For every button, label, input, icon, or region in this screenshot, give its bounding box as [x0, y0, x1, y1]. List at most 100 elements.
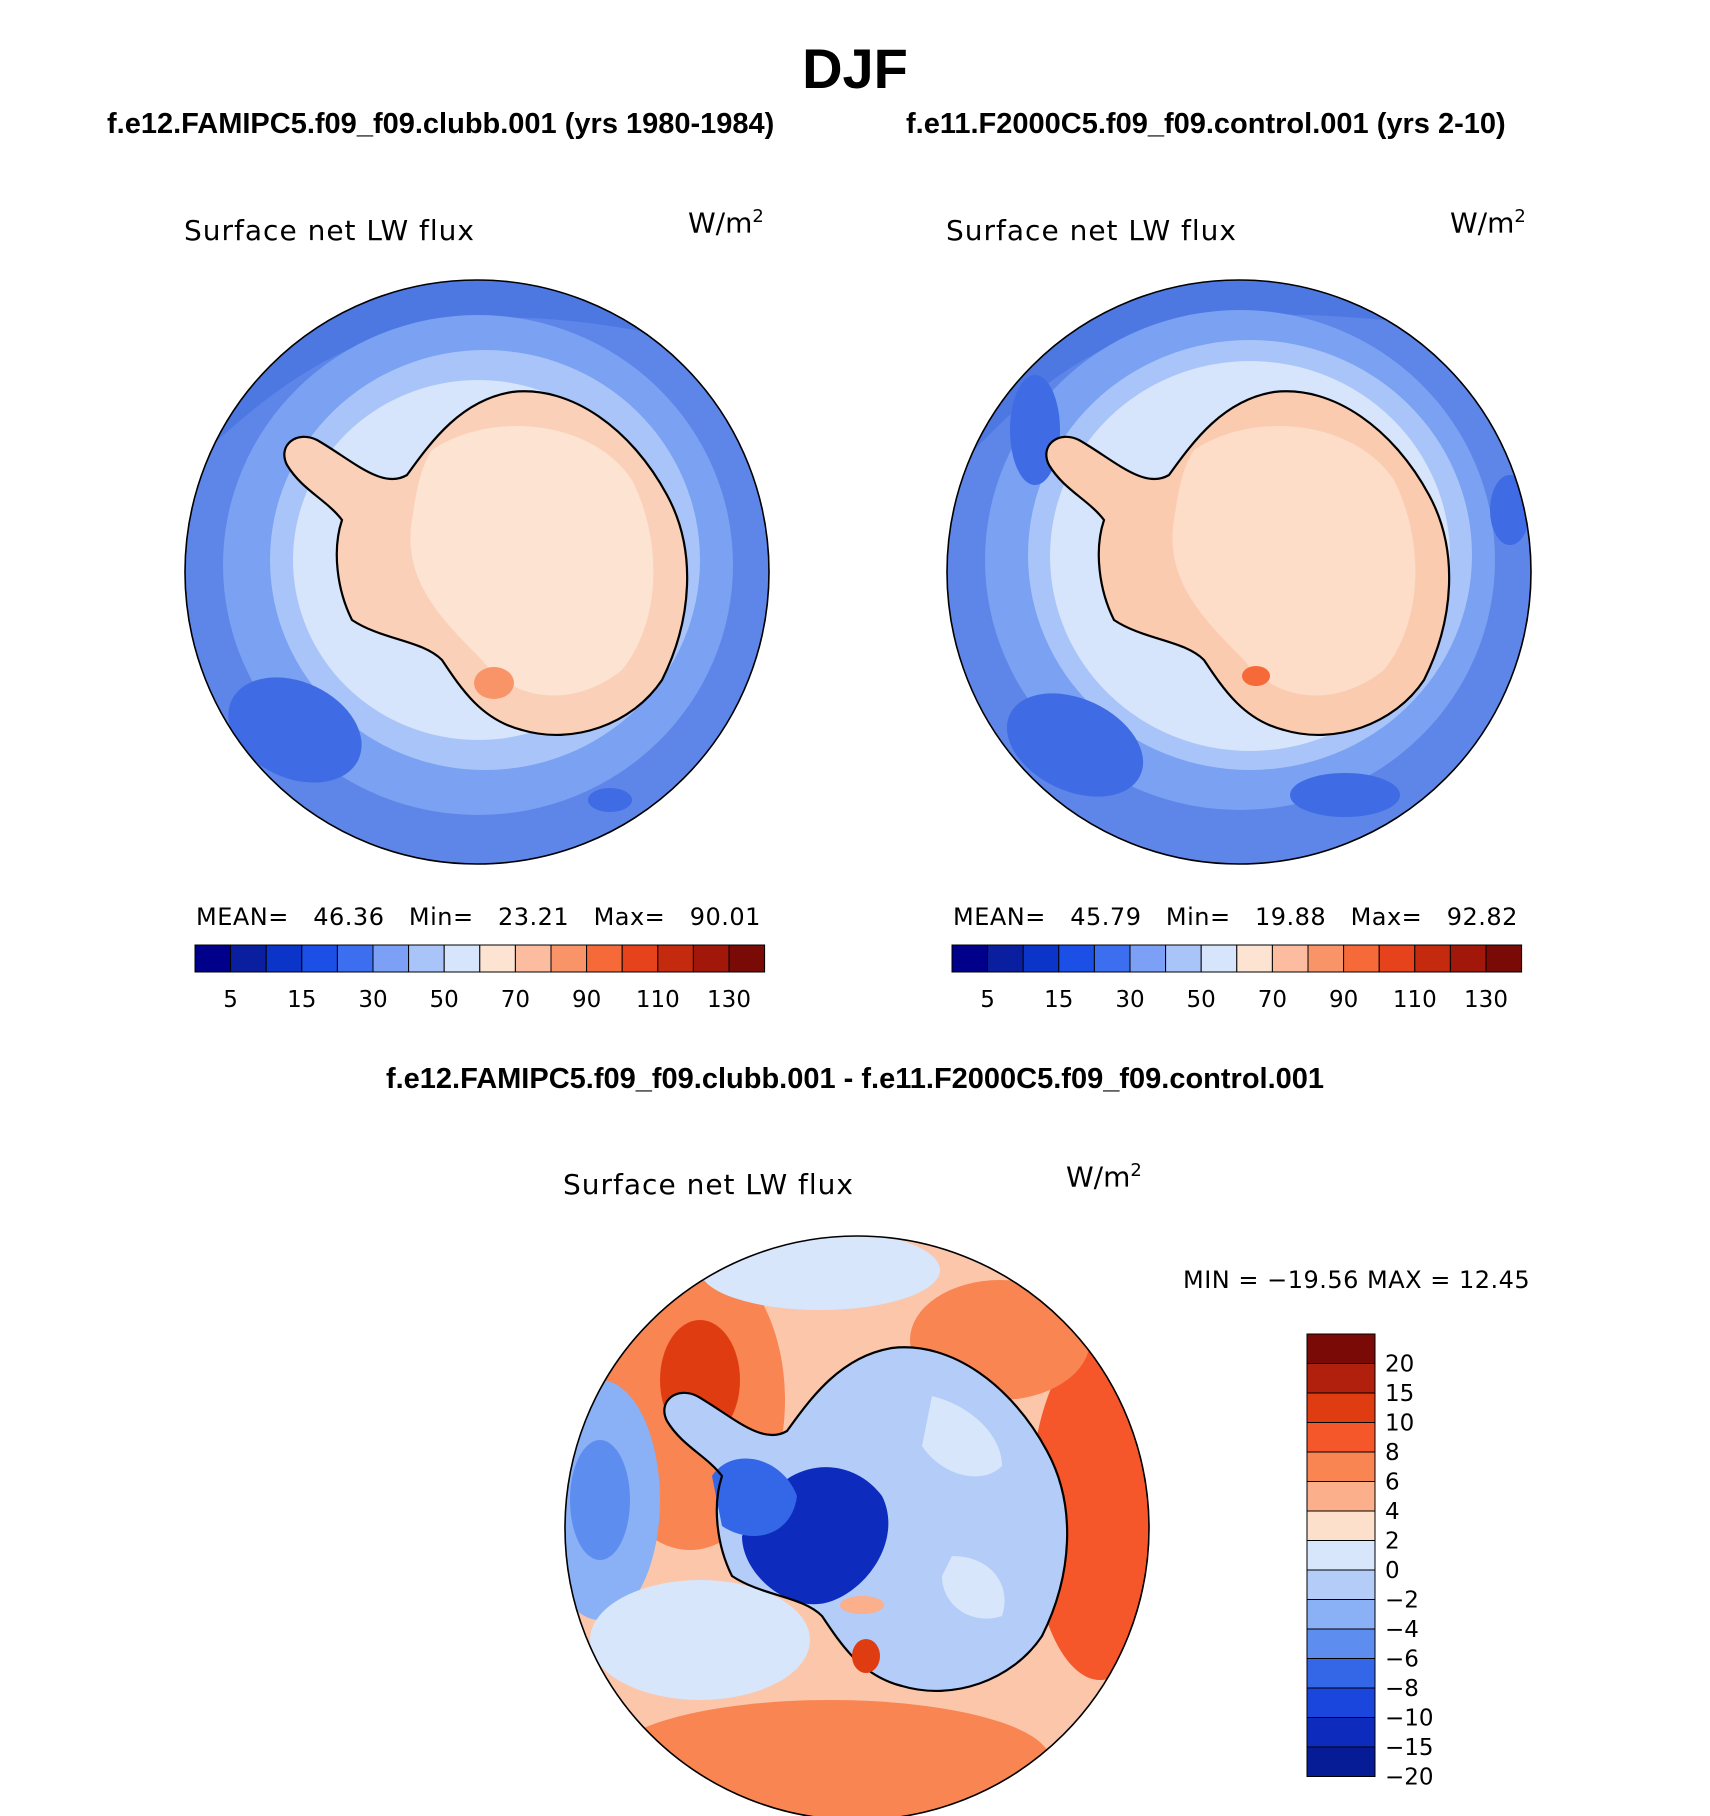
panel1-colorbar-swatch [194, 944, 232, 973]
panel2-colorbar-tick-label: 70 [1258, 987, 1287, 1013]
panel2-colorbar-swatch [1236, 944, 1273, 973]
panel2-colorbar-swatch [1093, 944, 1131, 973]
panel1-colorbar-swatch [265, 944, 303, 973]
panel2-colorbar-swatch [1058, 944, 1095, 973]
main-title: DJF [802, 37, 908, 100]
panel2-map-border [946, 279, 1532, 865]
difference-colorbar-tick-label: 4 [1385, 1499, 1400, 1525]
panel2-colorbar-tick-label: 110 [1393, 987, 1437, 1013]
panel2-units: W/m2 [1450, 206, 1526, 240]
difference-colorbar-swatch [1306, 1363, 1376, 1394]
panel2-colorbar-swatch [951, 944, 989, 973]
difference-colorbar-swatch [1306, 1540, 1376, 1571]
panel2-stats: MEAN= 45.79 Min= 19.88 Max= 92.82 [953, 903, 1518, 931]
panel1-colorbar-tick-label: 30 [358, 987, 387, 1013]
difference-colorbar-swatch [1306, 1510, 1376, 1541]
difference-variable-label: Surface net LW flux [563, 1168, 854, 1201]
panel2-colorbar-swatch [1129, 944, 1167, 973]
panel2-variable-label: Surface net LW flux [946, 214, 1237, 247]
panel1-colorbar-tick-label: 90 [572, 987, 601, 1013]
panel2-colorbar-tick-label: 130 [1464, 987, 1508, 1013]
difference-colorbar-swatch [1306, 1658, 1376, 1689]
panel2-colorbar-swatch [1343, 944, 1380, 973]
panel1-case-title: f.e12.FAMIPC5.f09_f09.clubb.001 (yrs 198… [107, 108, 775, 140]
panel2-colorbar-swatch [1378, 944, 1416, 973]
panel2-colorbar-swatch [1307, 944, 1345, 973]
panel2-colorbar-tick-label: 50 [1187, 987, 1216, 1013]
difference-colorbar-tick-label: −6 [1385, 1647, 1419, 1673]
difference-colorbar-tick-label: 20 [1385, 1352, 1414, 1378]
difference-colorbar-swatch [1306, 1687, 1376, 1718]
panel1-colorbar-swatch [621, 944, 659, 973]
panel1-variable-label: Surface net LW flux [184, 214, 475, 247]
panel2-colorbar-tick-label: 90 [1329, 987, 1358, 1013]
panel1-colorbar-tick-label: 110 [636, 987, 680, 1013]
difference-colorbar-tick-label: −15 [1385, 1735, 1434, 1761]
difference-map-border [564, 1235, 1150, 1816]
panel2-colorbar-tick-label: 5 [980, 987, 995, 1013]
difference-map [565, 1236, 1149, 1816]
panel2-colorbar-swatch [1165, 944, 1202, 973]
difference-colorbar-swatch [1306, 1628, 1376, 1659]
difference-colorbar-tick-label: 10 [1385, 1411, 1414, 1437]
panel1-colorbar-tick-label: 15 [287, 987, 316, 1013]
difference-colorbar-tick-label: 0 [1385, 1558, 1400, 1584]
difference-title: f.e12.FAMIPC5.f09_f09.clubb.001 - f.e11.… [385, 1063, 1325, 1095]
panel1-colorbar-tick-label: 130 [707, 987, 751, 1013]
panel1-colorbar-tick-label: 50 [430, 987, 459, 1013]
difference-colorbar-tick-label: −10 [1385, 1706, 1434, 1732]
panel1-colorbar: 5 15 30 50 70 90 110 130 [194, 944, 766, 1013]
panel1-colorbar-swatch [586, 944, 623, 973]
difference-units: W/m2 [1066, 1160, 1142, 1194]
difference-colorbar-swatch [1306, 1392, 1376, 1423]
panel1-colorbar-swatch [728, 944, 766, 973]
panel1-colorbar-swatch [301, 944, 338, 973]
panel2-case-title: f.e11.F2000C5.f09_f09.control.001 (yrs 2… [906, 108, 1506, 140]
panel1-colorbar-swatch [657, 944, 694, 973]
difference-colorbar-tick-label: 2 [1385, 1529, 1400, 1555]
panel2-colorbar-swatch [1414, 944, 1451, 973]
difference-colorbar-swatch [1306, 1333, 1376, 1364]
panel1-colorbar-swatch [408, 944, 445, 973]
difference-colorbar-tick-label: 8 [1385, 1440, 1400, 1466]
panel1-colorbar-swatch [514, 944, 552, 973]
panel2-colorbar-swatch [1271, 944, 1309, 973]
panel1-colorbar-swatch [372, 944, 410, 973]
panel1-stats: MEAN= 46.36 Min= 23.21 Max= 90.01 [196, 903, 761, 931]
panel1-colorbar-swatch [550, 944, 588, 973]
panel1-colorbar-swatch [479, 944, 516, 973]
panel2-colorbar-swatch [1485, 944, 1523, 973]
panel2-colorbar-swatch [987, 944, 1024, 973]
difference-colorbar-tick-label: −20 [1385, 1765, 1434, 1791]
panel1-colorbar-tick-label: 70 [501, 987, 530, 1013]
difference-colorbar-tick-label: −2 [1385, 1588, 1419, 1614]
difference-colorbar-swatch [1306, 1746, 1376, 1777]
difference-minmax: MIN = −19.56 MAX = 12.45 [1183, 1266, 1531, 1294]
panel1-colorbar-swatch [443, 944, 481, 973]
panel1-units: W/m2 [688, 206, 764, 240]
difference-colorbar-tick-label: −4 [1385, 1617, 1419, 1643]
panel2-colorbar-tick-label: 30 [1115, 987, 1144, 1013]
panel1-map-border [184, 279, 770, 865]
panel1-colorbar-tick-label: 5 [223, 987, 238, 1013]
panel2-colorbar-swatch [1200, 944, 1238, 973]
panel1-colorbar-swatch [336, 944, 374, 973]
difference-colorbar-swatch [1306, 1481, 1376, 1512]
difference-colorbar-tick-label: 6 [1385, 1470, 1400, 1496]
panel1-map [185, 280, 769, 864]
panel1-colorbar-swatch [692, 944, 730, 973]
difference-colorbar-swatch [1306, 1451, 1376, 1482]
panel2-map [947, 280, 1531, 864]
difference-colorbar-swatch [1306, 1422, 1376, 1453]
difference-colorbar-tick-label: −8 [1385, 1676, 1419, 1702]
panel2-colorbar-tick-label: 15 [1044, 987, 1073, 1013]
panel2-colorbar-swatch [1022, 944, 1060, 973]
difference-colorbar-swatch [1306, 1717, 1376, 1748]
difference-colorbar-tick-label: 15 [1385, 1381, 1414, 1407]
difference-colorbar-swatch [1306, 1569, 1376, 1600]
panel2-colorbar: 5 15 30 50 70 90 110 130 [951, 944, 1523, 1013]
difference-colorbar-swatch [1306, 1599, 1376, 1630]
panel2-colorbar-swatch [1449, 944, 1487, 973]
